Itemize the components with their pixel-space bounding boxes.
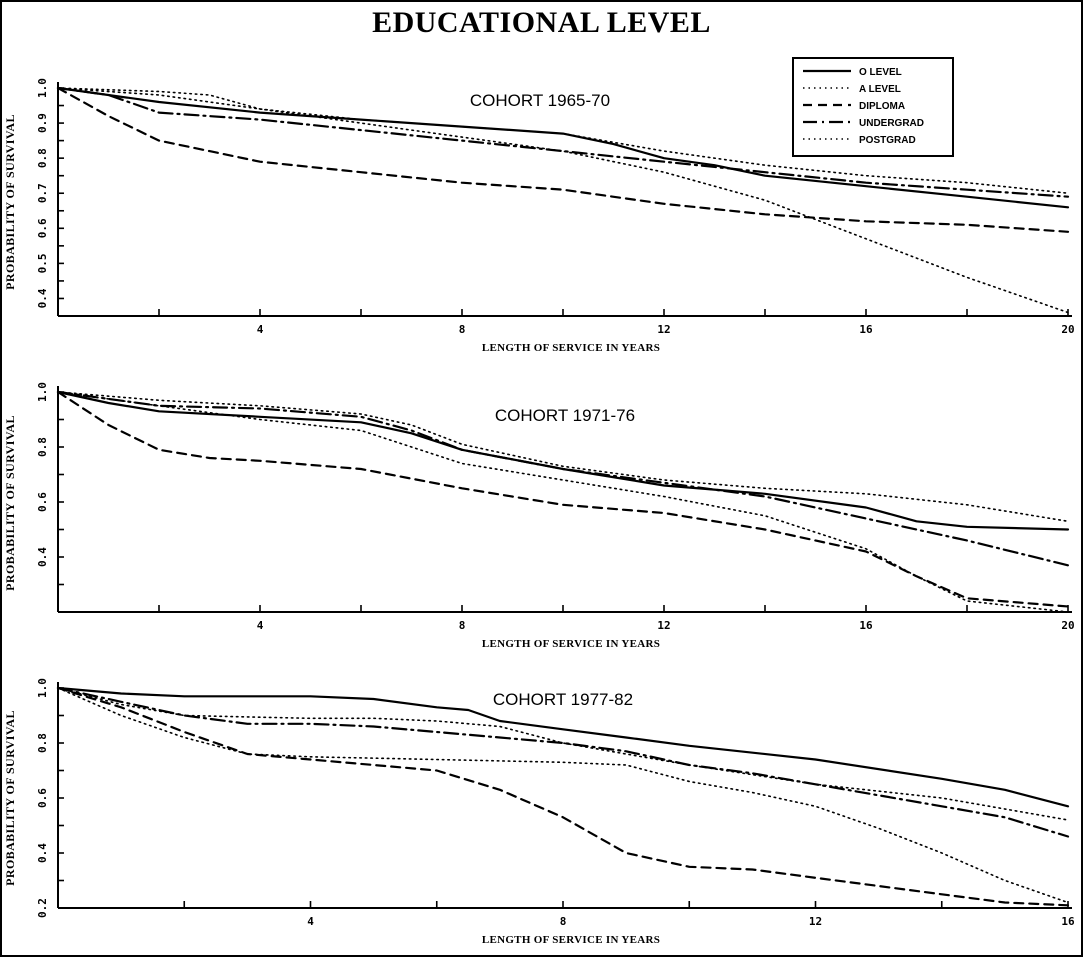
y-tick-label: 0.4 xyxy=(36,843,49,863)
series-line-o-level xyxy=(56,686,1070,808)
y-tick-label: 0.8 xyxy=(36,148,49,168)
y-tick-label: 0.6 xyxy=(36,218,49,238)
x-tick-label: 12 xyxy=(809,915,822,928)
cohort-title: COHORT 1971-76 xyxy=(495,406,635,425)
cohort-title: COHORT 1965-70 xyxy=(470,91,610,110)
series-line-postgrad xyxy=(57,687,1069,904)
series-line-diploma xyxy=(56,390,1070,608)
x-tick-label: 16 xyxy=(1061,915,1075,928)
y-axis-title: PROBABILITY OF SURVIVAL xyxy=(3,710,17,886)
y-tick-label: 0.8 xyxy=(36,733,49,753)
chart-panel-1: 4 8 12 16 20 0.4 0.5 0.6 0.7 0.8 0.9 1.0 LENGTH OF S… xyxy=(3,57,1075,354)
series-line-diploma xyxy=(56,686,1070,907)
x-tick-label: 12 xyxy=(657,323,670,336)
legend-label: O LEVEL xyxy=(859,67,902,78)
y-tick-label: 0.6 xyxy=(36,492,49,512)
x-tick-label: 20 xyxy=(1061,323,1074,336)
y-tick-label: 0.4 xyxy=(36,547,49,567)
y-tick-label: 0.6 xyxy=(36,788,49,808)
y-axis-title: PROBABILITY OF SURVIVAL xyxy=(3,114,17,290)
series-line-undergrad xyxy=(56,686,1070,838)
chart-panel-2: 4 8 12 16 20 0.4 0.6 0.8 1.0 LENGTH OF SERVICE IN… xyxy=(3,382,1075,650)
x-tick-label: 20 xyxy=(1061,619,1074,632)
y-tick-label: 0.8 xyxy=(36,437,49,457)
y-axis-title: PROBABILITY OF SURVIVAL xyxy=(3,415,17,591)
y-tick-label: 0.2 xyxy=(36,898,49,918)
y-tick-label: 1.0 xyxy=(36,382,49,402)
main-title: EDUCATIONAL LEVEL xyxy=(372,6,711,39)
legend-label: A LEVEL xyxy=(859,84,901,95)
series-line-a-level xyxy=(57,391,1069,523)
x-tick-label: 8 xyxy=(459,323,466,336)
y-tick-label: 0.4 xyxy=(36,288,49,308)
x-tick-label: 4 xyxy=(307,915,314,928)
x-tick-label: 12 xyxy=(657,619,670,632)
x-axis-title: LENGTH OF SERVICE IN YEARS xyxy=(482,342,660,354)
series-line-undergrad xyxy=(56,390,1070,567)
series-line-a-level xyxy=(57,687,1069,821)
y-tick-label: 0.5 xyxy=(36,253,49,273)
legend: O LEVEL A LEVEL DIPLOMA UNDERGRAD POSTGRAD xyxy=(792,57,954,157)
x-tick-label: 8 xyxy=(560,915,567,928)
x-axis-title: LENGTH OF SERVICE IN YEARS xyxy=(482,934,660,946)
series-line-postgrad xyxy=(57,391,1069,613)
legend-label: DIPLOMA xyxy=(859,101,905,112)
x-axis-title: LENGTH OF SERVICE IN YEARS xyxy=(482,638,660,650)
chart-panel-3: 4 8 12 16 0.2 0.4 0.6 0.8 1.0 LENGTH OF SERVICE I… xyxy=(3,678,1075,946)
series-line-a-level xyxy=(57,87,1069,194)
y-tick-label: 0.7 xyxy=(36,183,49,203)
series-line-diploma xyxy=(56,86,1070,233)
x-tick-label: 16 xyxy=(859,323,873,336)
series-line-o-level xyxy=(56,86,1070,209)
cohort-title: COHORT 1977-82 xyxy=(493,690,633,709)
legend-label: POSTGRAD xyxy=(859,135,916,146)
series-line-undergrad xyxy=(56,86,1070,198)
x-tick-label: 4 xyxy=(257,323,264,336)
x-tick-label: 8 xyxy=(459,619,466,632)
legend-label: UNDERGRAD xyxy=(859,118,924,129)
y-tick-label: 1.0 xyxy=(36,78,49,98)
series-line-postgrad xyxy=(57,87,1069,314)
x-tick-label: 4 xyxy=(257,619,264,632)
y-tick-label: 0.9 xyxy=(36,113,49,133)
y-tick-label: 1.0 xyxy=(36,678,49,698)
x-tick-label: 16 xyxy=(859,619,873,632)
